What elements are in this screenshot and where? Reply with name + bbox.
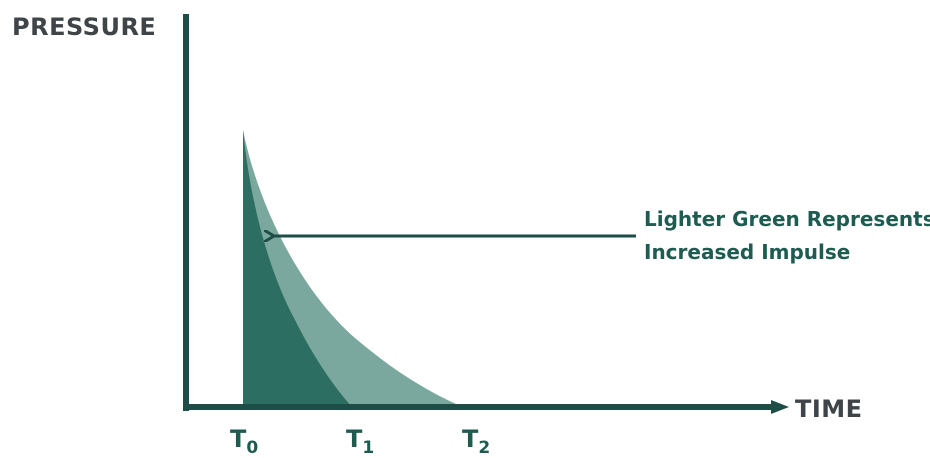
tick-t0-main: T	[230, 425, 247, 453]
original-impulse-area	[243, 130, 352, 407]
tick-t1-sub: 1	[362, 438, 374, 458]
tick-t1-main: T	[346, 425, 363, 453]
tick-t2-sub: 2	[478, 438, 490, 458]
tick-t0-sub: 0	[246, 438, 258, 458]
x-axis-arrowhead	[771, 400, 789, 414]
tick-t2-main: T	[462, 425, 479, 453]
x-axis-line	[183, 404, 773, 410]
callout-line-2: Increased Impulse	[644, 240, 850, 264]
y-axis-line	[183, 14, 189, 411]
tick-t0: T0	[230, 425, 258, 458]
tick-t2: T2	[462, 425, 490, 458]
y-axis-label: PRESSURE	[12, 13, 156, 41]
callout-line-1: Lighter Green Represents	[644, 207, 930, 231]
x-axis-label: TIME	[795, 395, 863, 423]
tick-t1: T1	[346, 425, 374, 458]
